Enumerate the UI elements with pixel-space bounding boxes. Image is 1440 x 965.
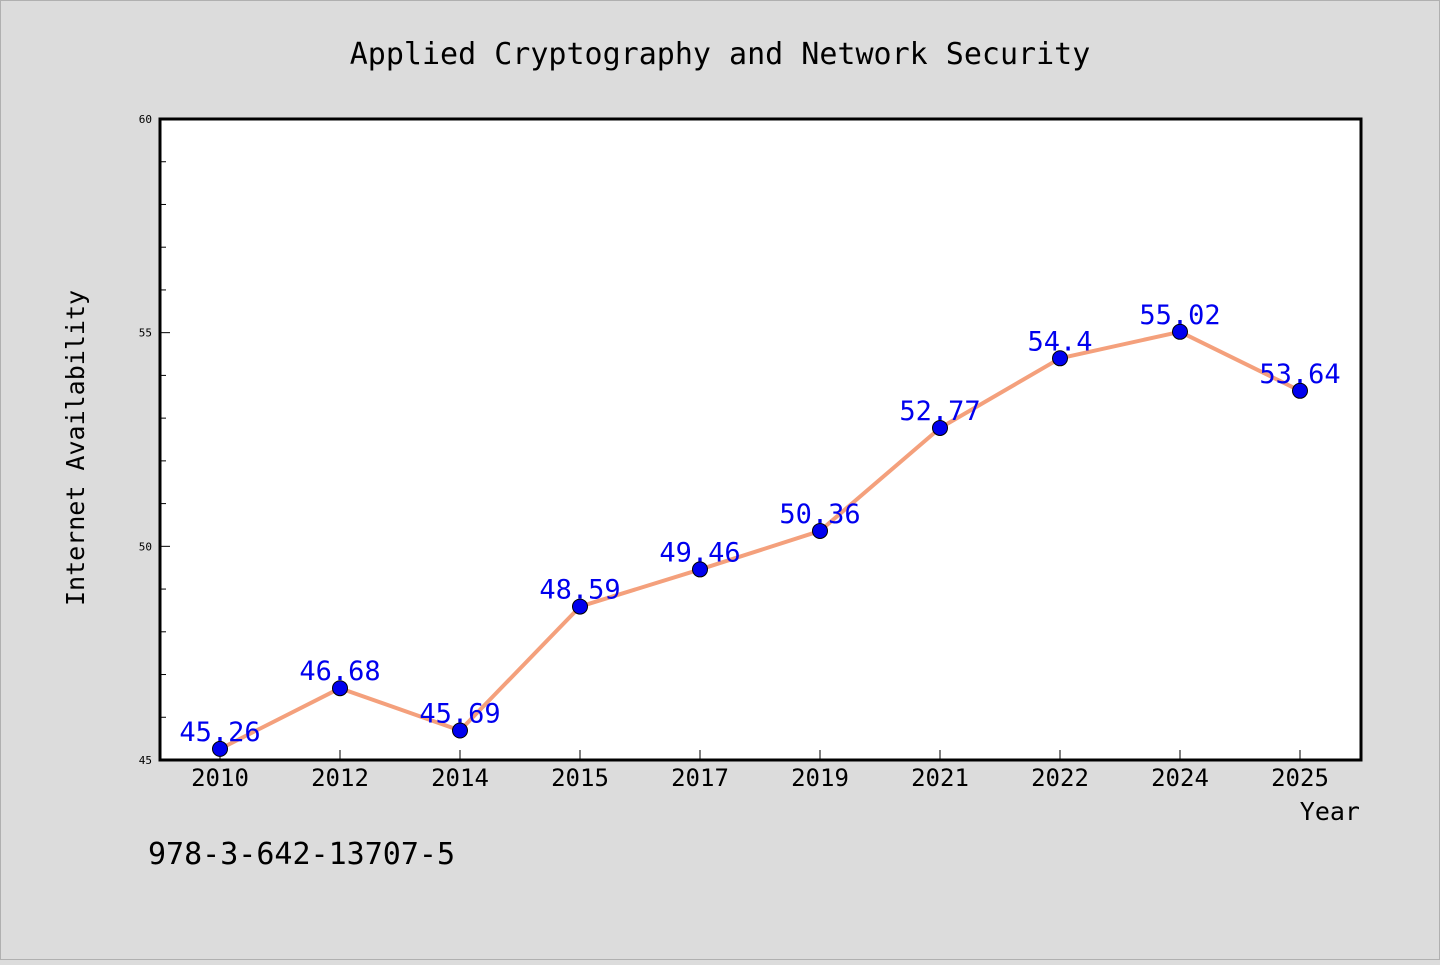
series-line-group <box>218 329 1302 751</box>
data-point <box>1052 350 1068 367</box>
y-tick-label: 60 <box>139 113 152 126</box>
data-label: 53.64 <box>1259 359 1340 390</box>
x-tick-label: 2015 <box>551 764 609 792</box>
data-label: 48.59 <box>539 575 620 606</box>
x-tick-label: 2025 <box>1271 764 1329 792</box>
data-point <box>212 740 228 757</box>
data-label: 46.68 <box>299 656 380 687</box>
x-tick-label: 2022 <box>1031 764 1089 792</box>
plot-area <box>158 117 1363 762</box>
data-label: 45.69 <box>419 699 500 730</box>
y-tick-label: 45 <box>139 754 152 767</box>
data-label: 50.36 <box>779 499 860 530</box>
data-labels: 45.26 46.68 45.69 48.59 49.46 50.36 52.77 54.4 5… <box>179 300 1340 748</box>
isbn-footer: 978-3-642-13707-5 <box>148 837 455 872</box>
data-point <box>692 561 708 578</box>
x-tick-label: 2021 <box>911 764 969 792</box>
data-point <box>812 522 828 539</box>
data-label: 55.02 <box>1139 300 1220 331</box>
x-axis-label: Year <box>1300 797 1360 826</box>
data-label: 54.4 <box>1027 326 1092 357</box>
data-label: 52.77 <box>899 396 980 427</box>
x-tick-label: 2010 <box>191 764 249 792</box>
data-point <box>452 722 468 739</box>
data-point <box>932 419 948 436</box>
data-label: 45.26 <box>179 717 260 748</box>
x-tick-label: 2017 <box>671 764 729 792</box>
series-line <box>218 329 1302 751</box>
x-tick-label: 2012 <box>311 764 369 792</box>
x-tick-label: 2019 <box>791 764 849 792</box>
y-tick-label: 55 <box>139 327 152 340</box>
x-axis-ticks: 2010 2012 2014 2015 2017 2019 2021 2022 2024 2025 <box>191 750 1329 792</box>
data-point <box>1292 382 1308 399</box>
y-axis-label: Internet Availability <box>61 290 90 606</box>
x-tick-label: 2014 <box>431 764 489 792</box>
data-point <box>572 598 588 615</box>
x-tick-label: 2024 <box>1151 764 1209 792</box>
data-point <box>1172 323 1188 340</box>
data-point <box>332 680 348 697</box>
series-markers <box>212 323 1308 757</box>
data-label: 49.46 <box>659 537 740 568</box>
chart-title: Applied Cryptography and Network Securit… <box>350 37 1091 72</box>
y-axis-ticks: 45 50 55 60 <box>139 113 170 767</box>
y-tick-label: 50 <box>139 540 152 553</box>
